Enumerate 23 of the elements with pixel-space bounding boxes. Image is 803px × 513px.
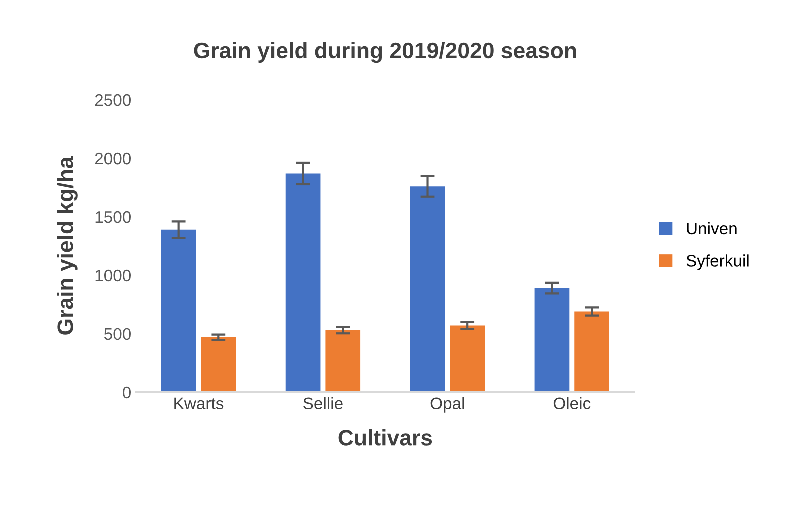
x-tick-label: Sellie	[304, 397, 343, 410]
y-tick-label: 500	[104, 328, 131, 340]
x-tick-label: Opal	[430, 397, 464, 413]
bar	[534, 288, 570, 392]
y-axis-title: Grain yield kg/ha	[57, 156, 78, 335]
chart-title: Grain yield during 2019/2020 season	[194, 42, 576, 64]
bar	[326, 330, 361, 392]
legend-label: Univen	[687, 222, 737, 235]
y-tick-label: 2500	[95, 94, 131, 106]
y-tick-label: 1000	[96, 270, 131, 282]
x-tick-label: Kwarts	[174, 398, 224, 410]
bar	[574, 312, 610, 392]
legend-label: Syferkuil	[686, 254, 749, 270]
bar	[161, 230, 196, 392]
bar	[450, 326, 486, 392]
y-tick-label: 1500	[96, 211, 131, 224]
y-tick-label: 0	[123, 386, 131, 399]
bar	[410, 186, 446, 392]
y-tick-label: 2000	[95, 152, 131, 165]
x-axis-title: Cultivars	[338, 430, 432, 446]
x-tick-label: Oleic	[554, 397, 591, 410]
bar	[201, 337, 236, 392]
bar	[286, 174, 321, 392]
